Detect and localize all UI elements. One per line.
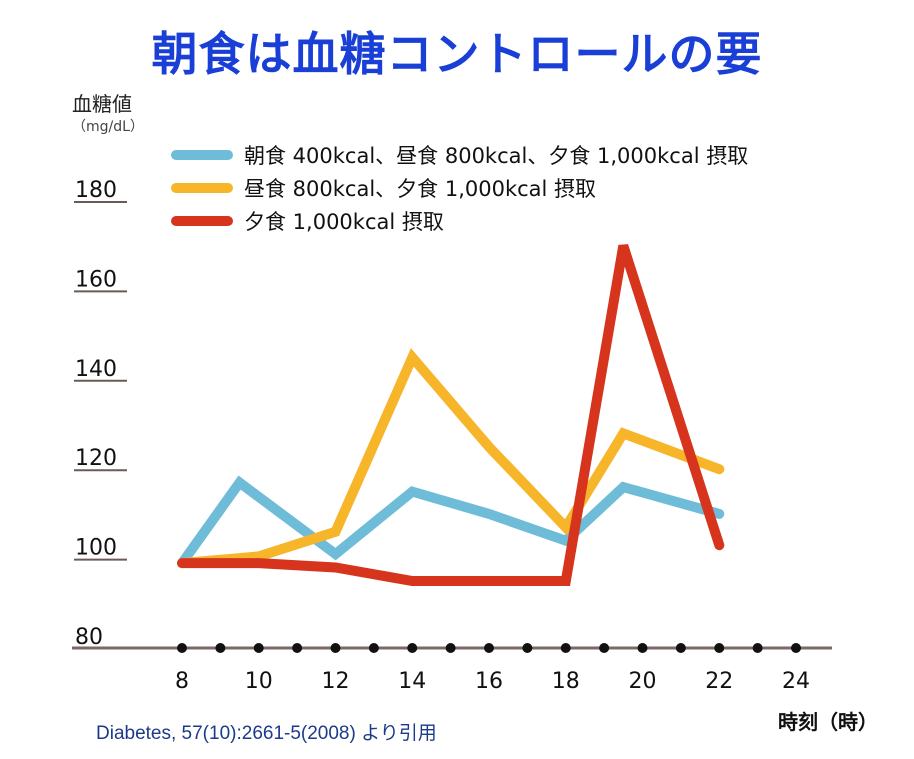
x-axis-dot [791,643,801,653]
source-citation: Diabetes, 57(10):2661-5(2008) より引用 [96,723,437,744]
x-axis-dot [599,643,610,653]
x-tick-label: 16 [475,669,503,694]
x-axis-dot [714,643,725,653]
series-line [177,244,725,586]
x-axis-dot [368,643,379,653]
legend-label: 夕食 1,000kcal 摂取 [244,210,444,234]
x-axis-dot [292,643,303,653]
y-tick-label: 140 [75,357,117,382]
x-tick-label: 14 [398,669,426,694]
legend-label: 昼食 800kcal、夕食 1,000kcal 摂取 [244,177,596,201]
page-title: 朝食は血糖コントロールの要 [151,27,763,81]
series-line [177,348,725,569]
x-axis-dot [752,643,763,653]
x-axis-dot [330,643,341,653]
y-tick-label: 180 [75,178,117,203]
y-tick-label: 160 [75,267,117,292]
x-tick-label: 22 [705,669,733,694]
x-axis-dot [445,643,456,653]
x-axis-label: 時刻（時） [778,710,878,734]
x-axis-dot [177,643,187,653]
x-axis-dot [253,643,264,653]
x-axis-dot [484,643,494,653]
x-tick-label: 10 [245,669,273,694]
y-tick-label: 100 [75,536,117,561]
legend-label: 朝食 400kcal、昼食 800kcal、夕食 1,000kcal 摂取 [244,144,748,168]
x-axis-dot [215,643,226,653]
x-axis-dot [407,643,418,653]
x-tick-label: 18 [552,669,580,694]
x-axis-dot [560,643,571,653]
x-tick-label: 12 [322,669,350,694]
series-line [177,475,725,569]
x-tick-label: 24 [782,669,810,694]
y-axis-unit: （mg/dL） [72,119,144,135]
x-tick-label: 20 [629,669,657,694]
x-axis-dot [637,643,648,653]
x-axis-dot [675,643,686,653]
x-tick-label: 8 [175,669,189,694]
y-tick-label: 120 [75,446,117,471]
y-tick-label: 80 [75,625,103,650]
y-axis-label: 血糖値 [72,92,132,116]
x-axis-dot [522,643,533,653]
